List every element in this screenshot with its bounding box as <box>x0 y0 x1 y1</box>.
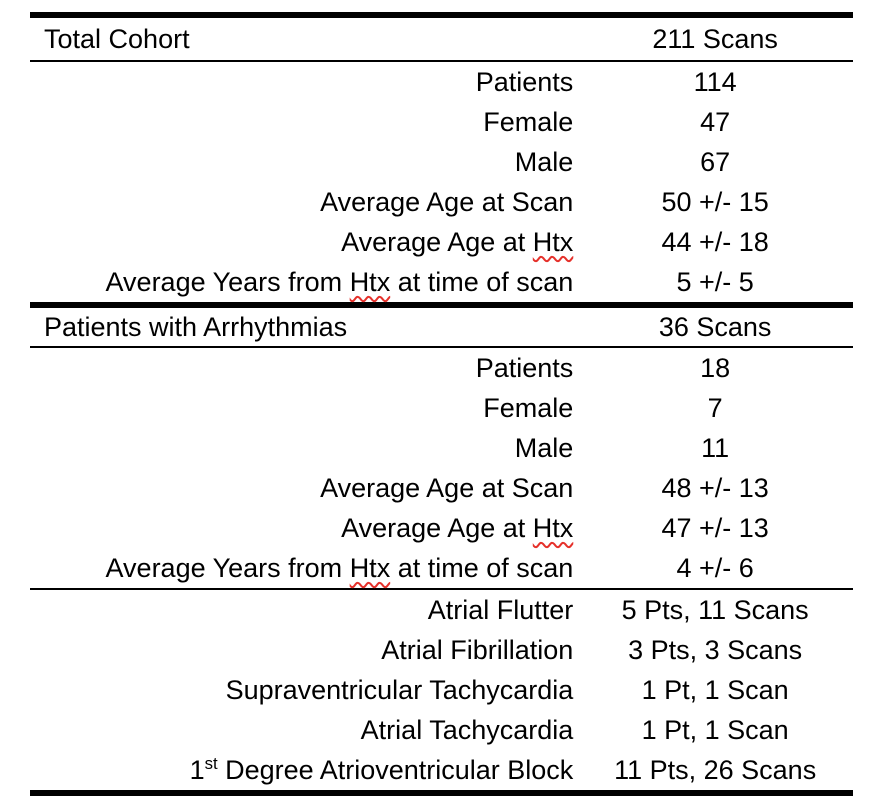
row-label: Patients <box>475 66 574 97</box>
label-text: 1 <box>189 754 205 785</box>
label-text: Average Age at <box>341 226 533 257</box>
row-label: Patients <box>475 352 574 383</box>
row-value: 5 +/- 5 <box>676 266 754 297</box>
row-label: Atrial Tachycardia <box>360 714 574 745</box>
ordinal-superscript: st <box>204 753 218 773</box>
row-value: 1 Pt, 1 Scan <box>641 714 789 745</box>
row-label: Male <box>514 432 574 463</box>
table-row-male: Male 67 <box>30 142 853 182</box>
row-value: 3 Pts, 3 Scans <box>628 634 803 665</box>
row-label: Average Years from Htx at time of scan <box>30 552 577 583</box>
label-text: Average Years from <box>105 552 350 583</box>
row-value: 5 Pts, 11 Scans <box>621 594 809 625</box>
section-title: Total Cohort <box>44 23 190 54</box>
spellcheck-flagged-word: Htx <box>532 226 574 257</box>
table-row-avg-age-scan: Average Age at Scan 48 +/- 13 <box>30 468 853 508</box>
spellcheck-flagged-word: Htx <box>349 266 391 297</box>
section-value: 211 Scans <box>652 23 778 54</box>
label-text: Degree Atrioventricular Block <box>217 754 574 785</box>
row-value: 4 +/- 6 <box>676 552 754 583</box>
section-title: Patients with Arrhythmias <box>44 311 348 342</box>
row-value: 50 +/- 15 <box>661 186 769 217</box>
spellcheck-flagged-word: Htx <box>532 512 574 543</box>
table-row-female: Female 47 <box>30 102 853 142</box>
table-row-avg-age-htx: Average Age at Htx 44 +/- 18 <box>30 222 853 262</box>
table-row-male: Male 11 <box>30 428 853 468</box>
section-value: 36 Scans <box>658 311 772 342</box>
table-row-avg-years-from-htx: Average Years from Htx at time of scan 4… <box>30 548 853 588</box>
table-row-atrial-tachycardia: Atrial Tachycardia 1 Pt, 1 Scan <box>30 710 853 750</box>
table-row-avg-age-scan: Average Age at Scan 50 +/- 15 <box>30 182 853 222</box>
row-label: Average Years from Htx at time of scan <box>30 266 577 297</box>
row-value: 7 <box>707 392 723 423</box>
cohort-statistics-table: Total Cohort 211 Scans Patients 114 Fema… <box>30 12 853 796</box>
table-row-first-degree-av-block: 1st Degree Atrioventricular Block 11 Pts… <box>30 750 853 790</box>
row-value: 11 <box>701 432 730 463</box>
label-text: at time of scan <box>390 266 574 297</box>
row-label: 1st Degree Atrioventricular Block <box>30 753 577 785</box>
section-header-total-cohort: Total Cohort 211 Scans <box>30 18 853 62</box>
section-header-arrhythmias: Patients with Arrhythmias 36 Scans <box>30 302 853 348</box>
row-value: 48 +/- 13 <box>661 472 769 503</box>
row-value: 44 +/- 18 <box>661 226 769 257</box>
table-row-atrial-flutter: Atrial Flutter 5 Pts, 11 Scans <box>30 588 853 630</box>
row-label: Male <box>514 146 574 177</box>
table-row-avg-age-htx: Average Age at Htx 47 +/- 13 <box>30 508 853 548</box>
table-row-avg-years-from-htx: Average Years from Htx at time of scan 5… <box>30 262 853 302</box>
table-row-patients: Patients 18 <box>30 348 853 388</box>
row-value: 1 Pt, 1 Scan <box>641 674 789 705</box>
row-value: 11 Pts, 26 Scans <box>614 754 817 785</box>
row-label: Average Age at Scan <box>320 186 574 217</box>
row-value: 18 <box>700 352 731 383</box>
row-label: Average Age at Scan <box>320 472 574 503</box>
row-label: Female <box>483 106 574 137</box>
label-text: Average Years from <box>105 266 350 297</box>
label-text: at time of scan <box>390 552 574 583</box>
spellcheck-flagged-word: Htx <box>349 552 391 583</box>
table-row-female: Female 7 <box>30 388 853 428</box>
row-value: 114 <box>693 66 737 97</box>
table-row-patients: Patients 114 <box>30 62 853 102</box>
table-row-supraventricular-tachycardia: Supraventricular Tachycardia 1 Pt, 1 Sca… <box>30 670 853 710</box>
row-label: Atrial Flutter <box>427 594 574 625</box>
row-value: 47 +/- 13 <box>661 512 769 543</box>
row-value: 47 <box>700 106 731 137</box>
label-text: Average Age at <box>341 512 533 543</box>
row-value: 67 <box>700 146 731 177</box>
row-label: Average Age at Htx <box>30 512 577 543</box>
row-label: Average Age at Htx <box>30 226 577 257</box>
row-label: Female <box>483 392 574 423</box>
table-row-atrial-fibrillation: Atrial Fibrillation 3 Pts, 3 Scans <box>30 630 853 670</box>
row-label: Supraventricular Tachycardia <box>225 674 574 705</box>
row-label: Atrial Fibrillation <box>381 634 574 665</box>
